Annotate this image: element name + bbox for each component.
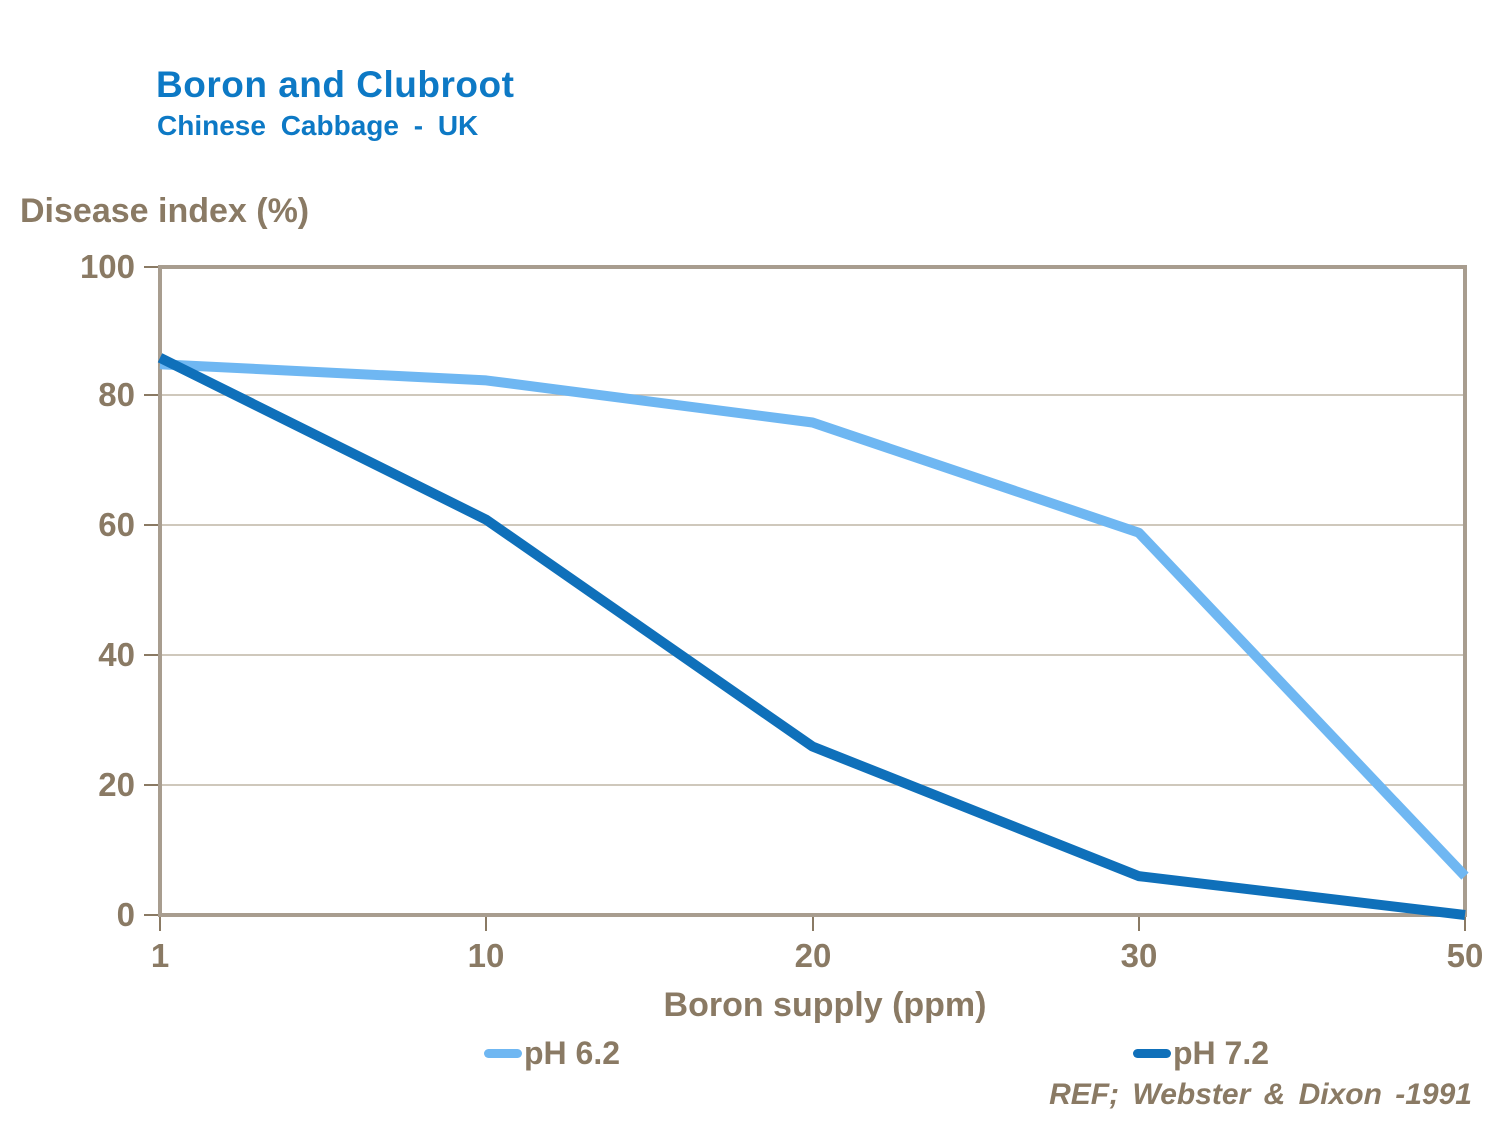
y-tick-label-80: 80 — [98, 376, 135, 413]
y-tick-label-20: 20 — [98, 766, 135, 803]
legend-item-ph72: pH 7.2 — [1133, 1033, 1269, 1073]
x-axis-ticks — [159, 917, 1466, 931]
x-tick-label-20: 20 — [794, 937, 832, 974]
gridlines — [160, 394, 1465, 786]
x-axis-title: Boron supply (ppm) — [663, 986, 987, 1024]
y-axis-title: Disease index (%) — [20, 192, 310, 230]
y-tick-label-0: 0 — [116, 896, 135, 933]
reference-note: REF; Webster & Dixon -1991 — [1049, 1078, 1472, 1111]
legend-item-ph62: pH 6.2 — [484, 1033, 620, 1073]
legend-line-icon-ph62 — [484, 1048, 522, 1058]
y-tick-label-60: 60 — [98, 506, 135, 543]
x-tick-label-1: 1 — [150, 937, 170, 974]
legend-line-icon-ph72 — [1133, 1048, 1171, 1058]
y-tick-label-100: 100 — [79, 248, 135, 285]
x-tick-label-10: 10 — [467, 937, 505, 974]
y-axis-ticks — [144, 266, 158, 916]
chart-subtitle: Chinese Cabbage - UK — [157, 110, 479, 141]
x-tick-label-30: 30 — [1120, 937, 1158, 974]
legend-label-ph62: pH 6.2 — [524, 1035, 621, 1071]
x-tick-label-50: 50 — [1446, 937, 1484, 974]
y-tick-label-40: 40 — [98, 636, 135, 673]
legend-label-ph72: pH 7.2 — [1173, 1035, 1270, 1071]
plot-border — [158, 265, 1467, 917]
series-line-ph62 — [159, 359, 1469, 880]
series-line-ph72 — [157, 353, 1466, 920]
chart-title: Boron and Clubroot — [156, 64, 515, 105]
